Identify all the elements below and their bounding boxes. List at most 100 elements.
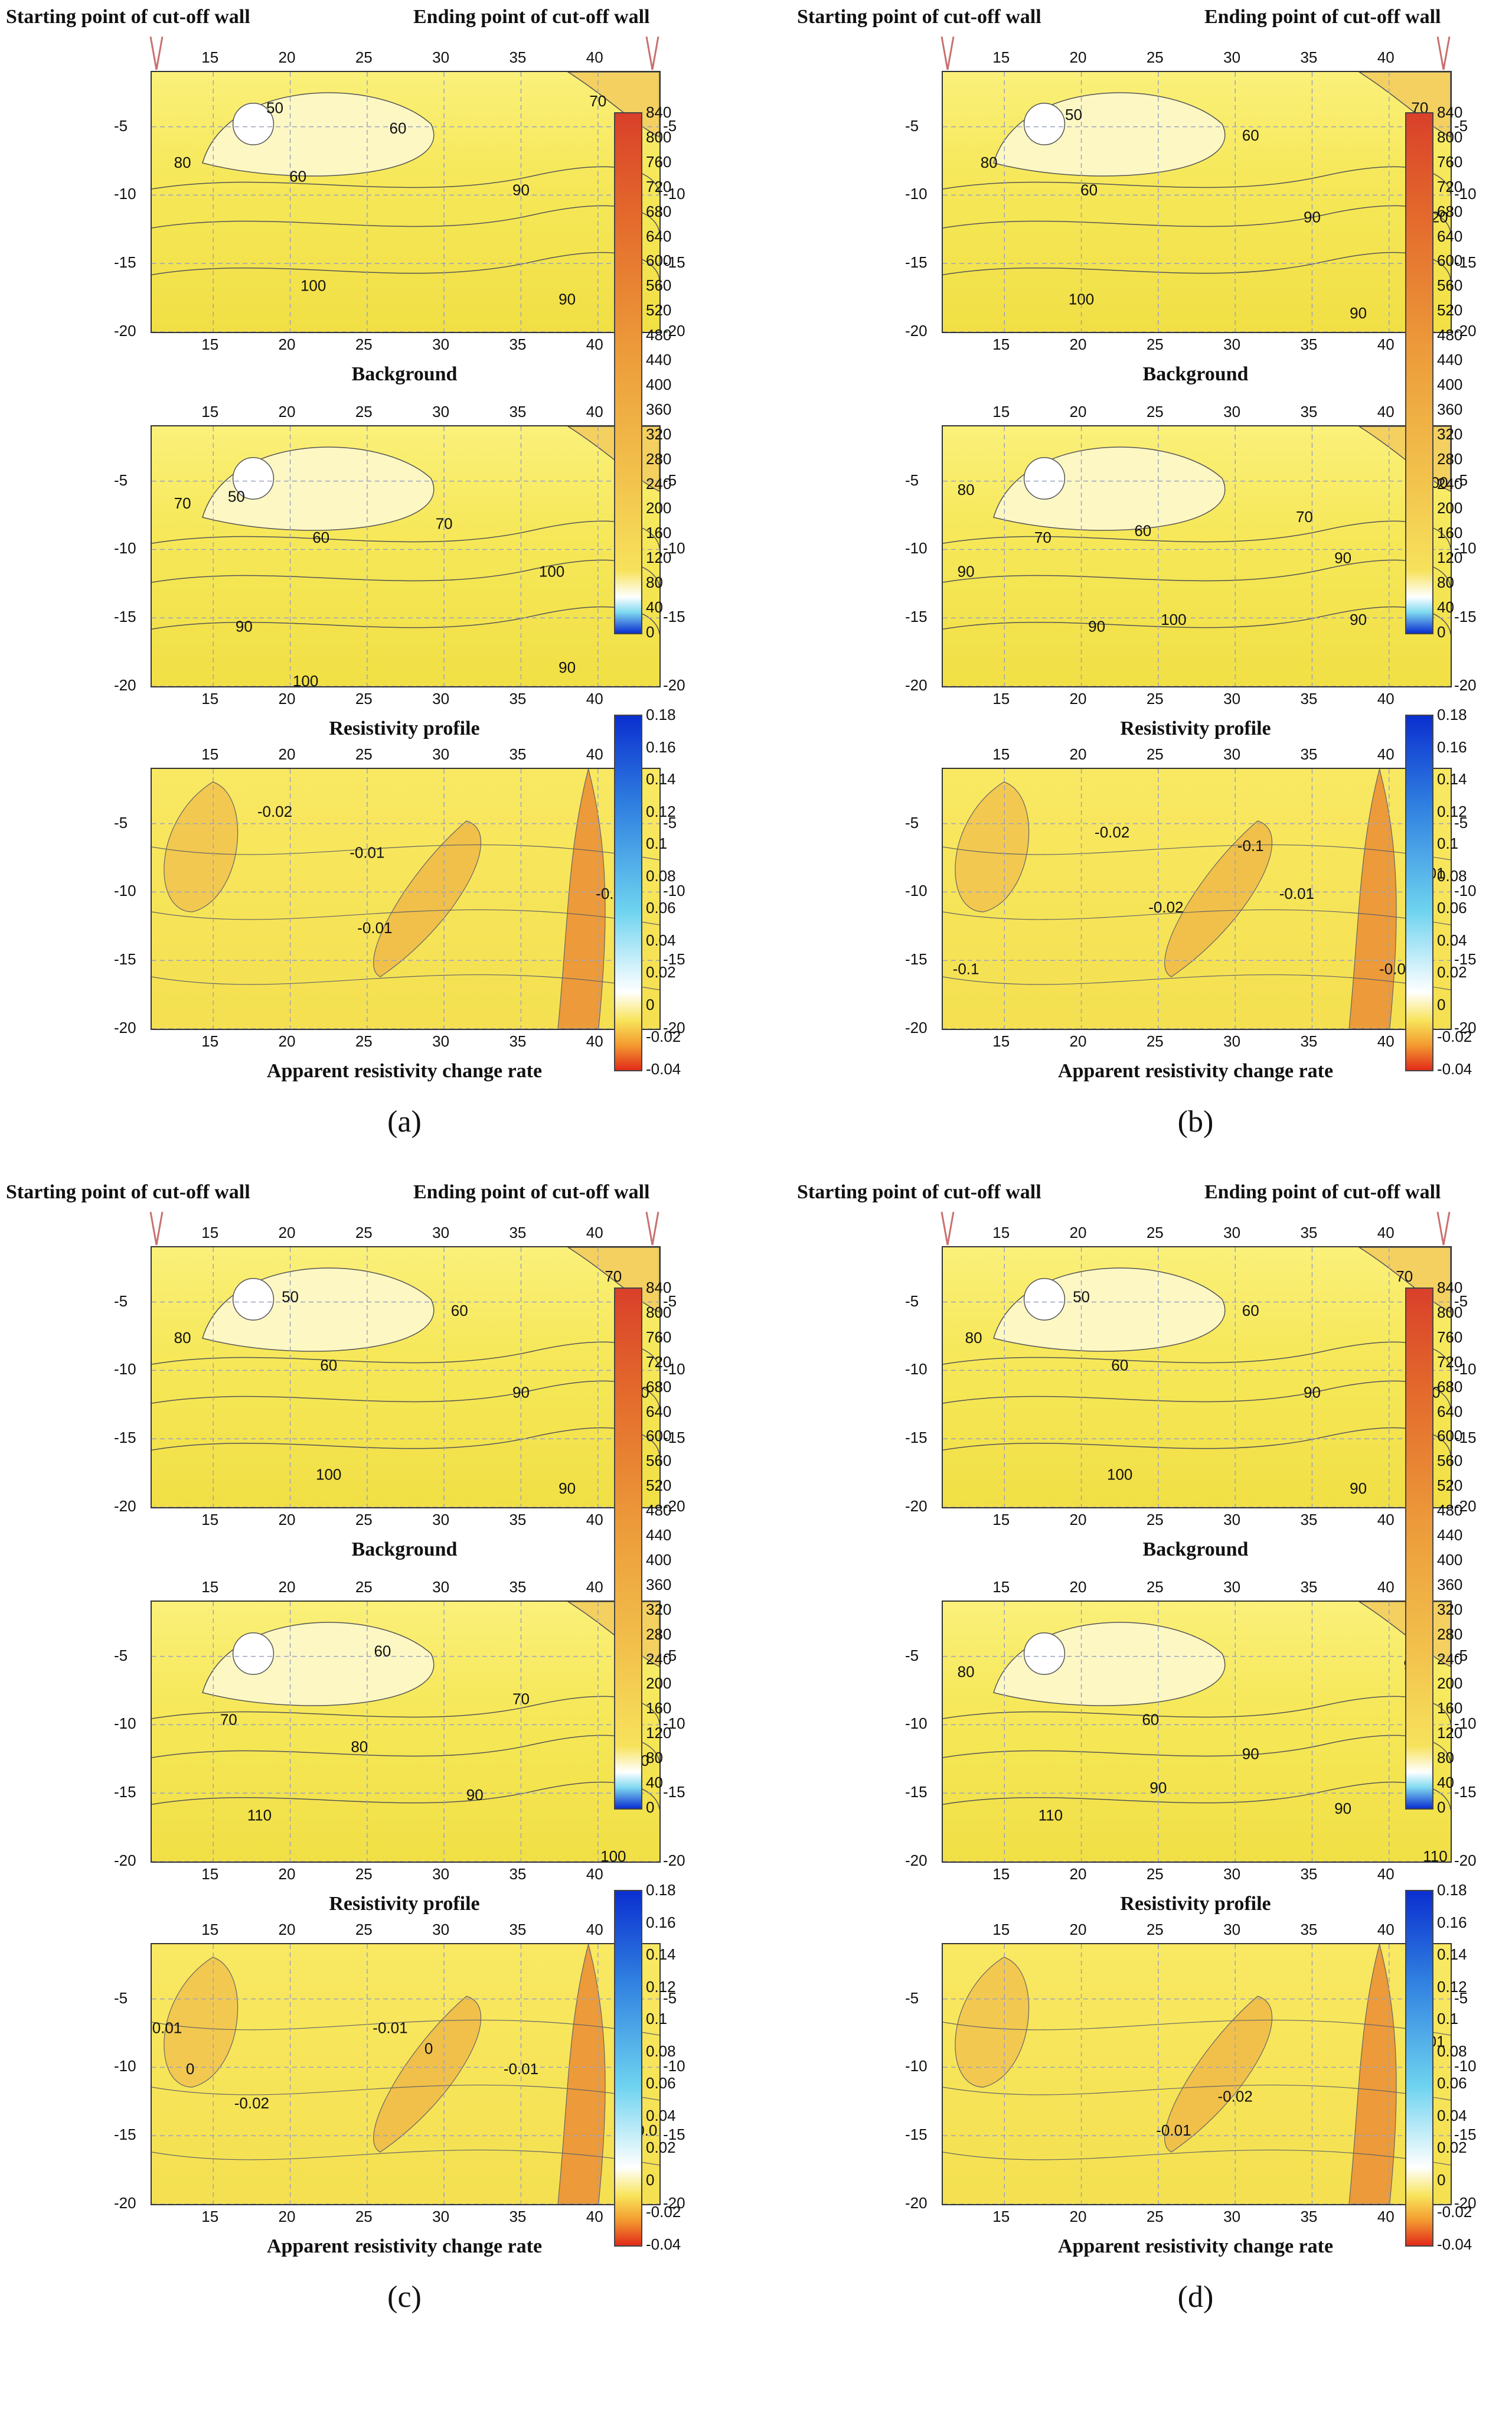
x-tick-top: 30 xyxy=(1223,48,1241,66)
y-tick-right: -20 xyxy=(1454,1851,1477,1869)
end-label: Ending point of cut-off wall xyxy=(413,6,650,28)
contour-line xyxy=(152,606,659,635)
y-tick-left: -15 xyxy=(114,1429,136,1447)
resistivity-tick: 840 xyxy=(1437,1279,1463,1296)
resistivity-tick: 0 xyxy=(646,623,655,641)
resistivity-tick: 200 xyxy=(646,499,672,517)
change-rate-tick: 0.12 xyxy=(646,1977,676,1996)
end-marker-icon xyxy=(645,36,659,70)
y-tick-left: -5 xyxy=(114,1292,128,1310)
x-tick-top: 40 xyxy=(586,745,603,763)
x-tick-bottom: 20 xyxy=(278,1865,296,1883)
contour-label: 90 xyxy=(1149,1779,1167,1797)
change-zone-1 xyxy=(164,1957,239,2088)
resistivity-tick: 40 xyxy=(1437,598,1454,617)
resistivity-tick: 600 xyxy=(646,252,672,270)
resistivity-tick: 520 xyxy=(1437,1476,1463,1495)
contour-label: 60 xyxy=(312,529,329,546)
x-tick-bottom: 25 xyxy=(355,1032,373,1050)
y-tick-left: -15 xyxy=(114,253,136,272)
y-tick-right: -20 xyxy=(1454,1019,1477,1036)
resistivity-tick: 160 xyxy=(646,1699,672,1717)
y-tick-right: -15 xyxy=(1454,1783,1477,1801)
contour-line xyxy=(152,166,659,194)
end-marker-icon xyxy=(645,1211,659,1246)
y-tick-right: -15 xyxy=(1454,950,1477,969)
y-tick-left: -10 xyxy=(905,539,928,558)
x-tick-top: 20 xyxy=(1069,1921,1087,1938)
y-tick-left: -5 xyxy=(114,471,128,489)
x-tick-top: 15 xyxy=(992,403,1010,420)
y-tick-left: -5 xyxy=(905,1292,919,1310)
resistivity-tick: 600 xyxy=(1437,1427,1463,1445)
resistivity-tick: 440 xyxy=(646,1526,672,1544)
contour-label: 90 xyxy=(466,1786,484,1804)
contour-line xyxy=(943,2149,1451,2166)
lowest-zone xyxy=(1023,457,1066,500)
end-marker-icon xyxy=(1436,1211,1451,1246)
resistivity-tick: 360 xyxy=(1437,1575,1463,1593)
change-rate-tick: -0.02 xyxy=(1437,2203,1472,2221)
contour-label: 70 xyxy=(589,92,606,110)
contour-plot-3: -0.02-0.01-0.01 xyxy=(942,1943,1452,2205)
contour-layer: 50706070801009010090 xyxy=(152,426,659,686)
resistivity-tick: 720 xyxy=(646,1352,672,1371)
y-tick-right: -5 xyxy=(663,1989,677,2007)
contour-layer: 0.010-0.02-0.010-0.010-0.0 xyxy=(152,1944,659,2204)
lowest-zone xyxy=(232,1632,275,1675)
y-tick-right: -20 xyxy=(663,1851,685,1869)
change-rate-tick: 0.14 xyxy=(646,1945,676,1964)
x-tick-bottom: 20 xyxy=(278,1511,296,1528)
x-tick-bottom: 15 xyxy=(992,1032,1010,1050)
x-tick-top: 40 xyxy=(1377,1578,1395,1596)
x-tick-bottom: 30 xyxy=(432,1511,450,1528)
x-tick-bottom: 30 xyxy=(1223,1511,1241,1528)
contour-label: 70 xyxy=(174,494,191,512)
x-tick-bottom: 35 xyxy=(509,1032,527,1050)
panel-title-2: Resistivity profile xyxy=(1120,718,1271,739)
change-zone-1 xyxy=(955,781,1030,912)
start-marker-icon xyxy=(149,1211,164,1246)
change-rate-tick: -0.04 xyxy=(646,2235,681,2253)
figure-d: Starting point of cut-off wall Ending poi… xyxy=(791,1175,1511,2351)
change-zone-2 xyxy=(373,820,482,977)
x-tick-top: 30 xyxy=(432,1224,450,1241)
resistivity-tick: 240 xyxy=(1437,474,1463,493)
x-tick-top: 35 xyxy=(509,1921,527,1938)
x-tick-bottom: 25 xyxy=(1146,1032,1164,1050)
y-tick-right: -20 xyxy=(1454,1497,1477,1515)
contour-label: 60 xyxy=(1142,1710,1159,1728)
x-tick-top: 25 xyxy=(355,745,373,763)
contour-label: 70 xyxy=(1296,508,1313,526)
contour-label: 80 xyxy=(174,1329,191,1347)
contour-label: 100 xyxy=(600,1847,626,1862)
resistivity-tick: 600 xyxy=(1437,252,1463,270)
x-tick-top: 15 xyxy=(201,1578,219,1596)
contour-label: 60 xyxy=(1080,181,1098,198)
x-tick-bottom: 40 xyxy=(1377,1511,1395,1528)
contour-plot-2: 806090909011090110 xyxy=(942,1600,1452,1863)
contour-label: 80 xyxy=(958,481,975,498)
change-rate-tick: 0 xyxy=(1437,2170,1446,2189)
y-tick-left: -20 xyxy=(905,676,928,694)
resistivity-tick: 80 xyxy=(1437,573,1454,592)
y-tick-right: -20 xyxy=(663,322,685,340)
x-tick-bottom: 15 xyxy=(201,1865,219,1883)
contour-layer: 609070708012011090100 xyxy=(152,1602,659,1862)
contour-label: -0.01 xyxy=(1156,2121,1191,2139)
resistivity-tick: 240 xyxy=(1437,1650,1463,1668)
change-zone-3 xyxy=(557,1944,606,2204)
end-label: Ending point of cut-off wall xyxy=(1204,1181,1441,1203)
x-tick-top: 40 xyxy=(1377,403,1395,420)
x-tick-top: 25 xyxy=(1146,745,1164,763)
resistivity-tick: 320 xyxy=(1437,1600,1463,1618)
x-tick-bottom: 25 xyxy=(1146,1865,1164,1883)
contour-line xyxy=(943,974,1451,990)
end-marker-icon xyxy=(1436,36,1451,70)
x-tick-bottom: 20 xyxy=(1069,1865,1087,1883)
y-tick-right: -15 xyxy=(663,1429,685,1447)
resistivity-tick: 0 xyxy=(1437,1798,1446,1816)
resistivity-tick: 760 xyxy=(1437,1328,1463,1346)
contour-line xyxy=(943,2019,1451,2036)
x-tick-bottom: 30 xyxy=(1223,1032,1241,1050)
